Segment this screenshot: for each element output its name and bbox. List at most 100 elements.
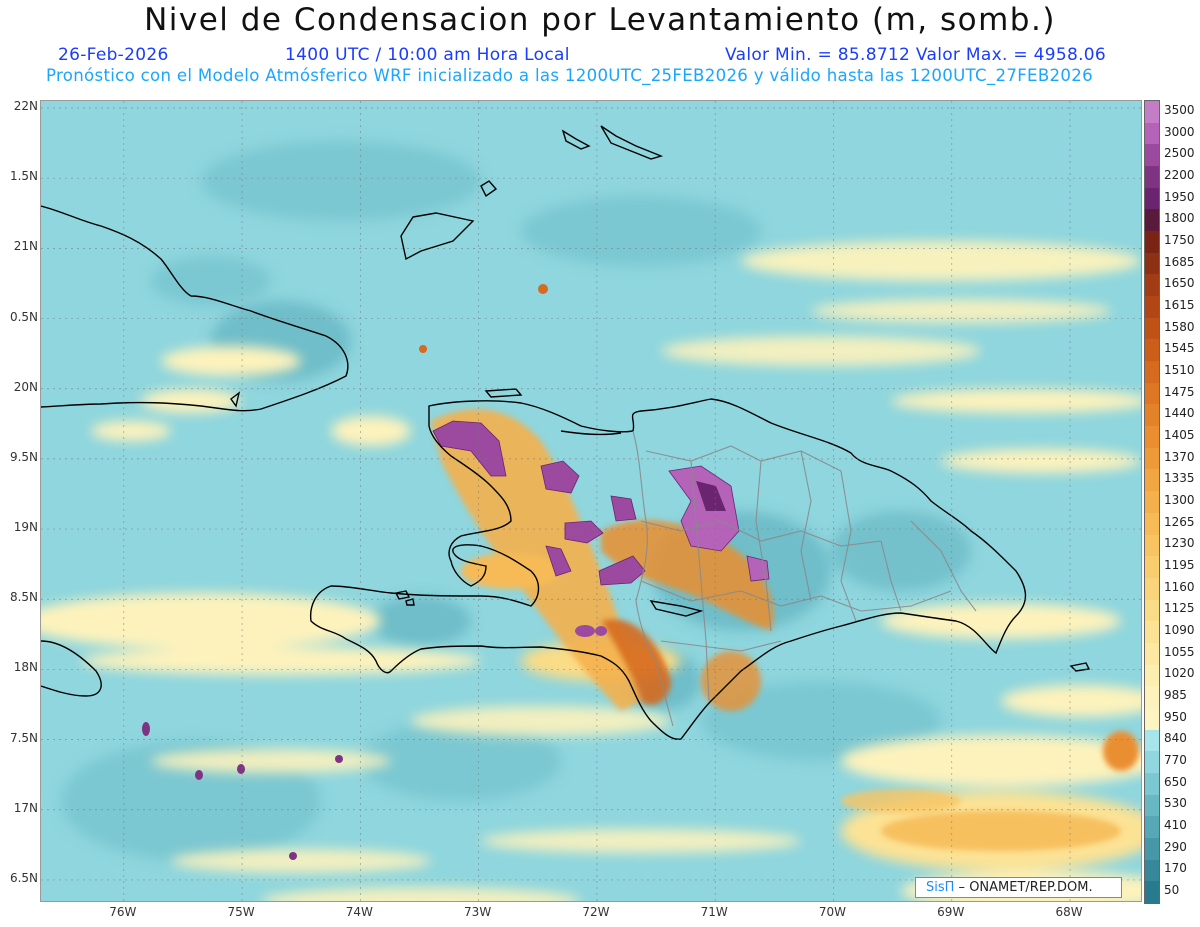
colorbar-level-label: 1300 bbox=[1164, 493, 1195, 507]
lon-tick-label: 74W bbox=[345, 905, 373, 919]
credit-box: SisΠ – ONAMET/REP.DOM. bbox=[915, 877, 1122, 898]
forecast-time: 1400 UTC / 10:00 am Hora Local bbox=[285, 45, 570, 65]
colorbar-swatch bbox=[1145, 274, 1159, 297]
colorbar-level-label: 650 bbox=[1164, 774, 1187, 789]
model-note: Pronóstico con el Modelo Atmósferico WRF… bbox=[46, 66, 1093, 85]
colorbar-level-label: 3500 bbox=[1164, 102, 1195, 117]
colorbar-level-label: 840 bbox=[1164, 731, 1187, 746]
colorbar-level-label: 1800 bbox=[1164, 211, 1195, 226]
lat-tick-label: 20N bbox=[13, 379, 38, 394]
colorbar-swatch bbox=[1145, 512, 1159, 535]
colorbar-swatch bbox=[1145, 491, 1159, 514]
colorbar-level-label: 1335 bbox=[1164, 471, 1195, 486]
colorbar-swatch bbox=[1145, 837, 1159, 861]
colorbar-swatch bbox=[1145, 361, 1159, 384]
colorbar-swatch bbox=[1145, 707, 1159, 731]
colorbar-swatch bbox=[1145, 599, 1159, 622]
forecast-date: 26-Feb-2026 bbox=[58, 45, 169, 65]
colorbar-level-label: 985 bbox=[1164, 688, 1187, 703]
colorbar-level-label: 50 bbox=[1164, 883, 1180, 898]
credit-text: ONAMET/REP.DOM. bbox=[965, 880, 1093, 895]
colorbar-swatch bbox=[1145, 794, 1159, 817]
colorbar-swatch bbox=[1145, 231, 1159, 254]
lat-tick-label: 0.5N bbox=[9, 309, 38, 324]
colorbar-level-label: 1545 bbox=[1164, 341, 1195, 356]
lat-tick-label: 19N bbox=[13, 520, 38, 535]
colorbar-swatch bbox=[1145, 339, 1159, 362]
colorbar-swatch bbox=[1145, 881, 1159, 904]
colorbar-level-label: 1475 bbox=[1164, 384, 1195, 399]
colorbar-level-label: 2500 bbox=[1164, 146, 1195, 161]
colorbar-level-label: 1160 bbox=[1164, 579, 1195, 594]
colorbar-swatch bbox=[1145, 859, 1159, 882]
lon-tick-label: 73W bbox=[464, 905, 492, 919]
colorbar-level-label: 950 bbox=[1164, 709, 1187, 724]
lat-tick-label: 22N bbox=[13, 99, 38, 114]
coastlines bbox=[41, 125, 1091, 740]
map-canvas bbox=[41, 101, 1141, 901]
colorbar-level-label: 1750 bbox=[1164, 232, 1195, 247]
colorbar-swatch bbox=[1145, 382, 1159, 405]
lon-tick-label: 69W bbox=[937, 905, 965, 919]
lat-tick-label: 8.5N bbox=[9, 590, 38, 605]
lat-tick-label: 17N bbox=[13, 800, 38, 815]
colorbar-level-label: 410 bbox=[1164, 818, 1187, 833]
colorbar-swatch bbox=[1145, 296, 1159, 319]
lat-tick-label: 9.5N bbox=[9, 449, 38, 464]
colorbar-level-label: 1125 bbox=[1164, 601, 1195, 616]
colorbar-swatch bbox=[1145, 252, 1159, 275]
colorbar-level-label: 530 bbox=[1164, 796, 1187, 811]
colorbar-swatch bbox=[1145, 621, 1159, 644]
colorbar-level-label: 1510 bbox=[1164, 362, 1195, 377]
colorbar-level-label: 1090 bbox=[1164, 623, 1195, 638]
lon-tick-label: 71W bbox=[700, 905, 728, 919]
colorbar-level-label: 170 bbox=[1164, 861, 1187, 876]
colorbar-level-label: 1650 bbox=[1164, 276, 1195, 291]
colorbar-level-label: 1440 bbox=[1164, 406, 1195, 421]
colorbar-swatch bbox=[1145, 209, 1159, 232]
lon-tick-label: 68W bbox=[1055, 905, 1083, 919]
colorbar-level-label: 1020 bbox=[1164, 666, 1195, 681]
colorbar-level-label: 1370 bbox=[1164, 449, 1195, 464]
colorbar-swatch bbox=[1145, 144, 1159, 167]
colorbar-level-label: 1685 bbox=[1164, 254, 1195, 269]
colorbar-swatch bbox=[1145, 686, 1159, 709]
colorbar-swatch bbox=[1145, 122, 1159, 145]
lon-tick-label: 72W bbox=[582, 905, 610, 919]
colorbar-level-label: 290 bbox=[1164, 839, 1187, 854]
colorbar-swatch bbox=[1145, 447, 1159, 470]
lon-tick-label: 75W bbox=[227, 905, 255, 919]
min-max-values: Valor Min. = 85.8712 Valor Max. = 4958.0… bbox=[725, 45, 1107, 65]
lat-tick-label: 7.5N bbox=[9, 730, 38, 745]
colorbar-level-label: 1580 bbox=[1164, 319, 1195, 334]
colorbar-level-label: 1405 bbox=[1164, 427, 1195, 442]
colorbar-swatch bbox=[1145, 577, 1159, 601]
very-high-lcl-areas bbox=[142, 284, 770, 860]
colorbar-level-label: 3000 bbox=[1164, 124, 1195, 139]
colorbar-swatch bbox=[1145, 642, 1159, 666]
colorbar-swatch bbox=[1145, 729, 1159, 752]
colorbar-level-label: 1230 bbox=[1164, 536, 1195, 551]
colorbar-level-label: 1195 bbox=[1164, 558, 1195, 573]
sispi-logo: SisΠ bbox=[926, 880, 955, 895]
graticule bbox=[41, 101, 1141, 901]
map-panel bbox=[40, 100, 1142, 902]
colorbar-swatch bbox=[1145, 534, 1159, 557]
colorbar-swatch bbox=[1145, 751, 1159, 774]
colorbar-swatch bbox=[1145, 469, 1159, 492]
colorbar-level-label: 2200 bbox=[1164, 167, 1195, 182]
colorbar-swatch bbox=[1145, 772, 1159, 796]
colorbar-level-label: 770 bbox=[1164, 753, 1187, 768]
colorbar-swatch bbox=[1145, 426, 1159, 449]
colorbar bbox=[1144, 100, 1160, 904]
colorbar-swatch bbox=[1145, 101, 1159, 124]
colorbar-swatch bbox=[1145, 166, 1159, 189]
lat-tick-label: 21N bbox=[13, 239, 38, 254]
lat-tick-label: 1.5N bbox=[9, 169, 38, 184]
province-borders bbox=[632, 430, 977, 727]
colorbar-swatch bbox=[1145, 187, 1159, 210]
colorbar-level-label: 1055 bbox=[1164, 644, 1195, 659]
lon-tick-label: 76W bbox=[109, 905, 137, 919]
colorbar-swatch bbox=[1145, 404, 1159, 427]
colorbar-level-label: 1265 bbox=[1164, 514, 1195, 529]
